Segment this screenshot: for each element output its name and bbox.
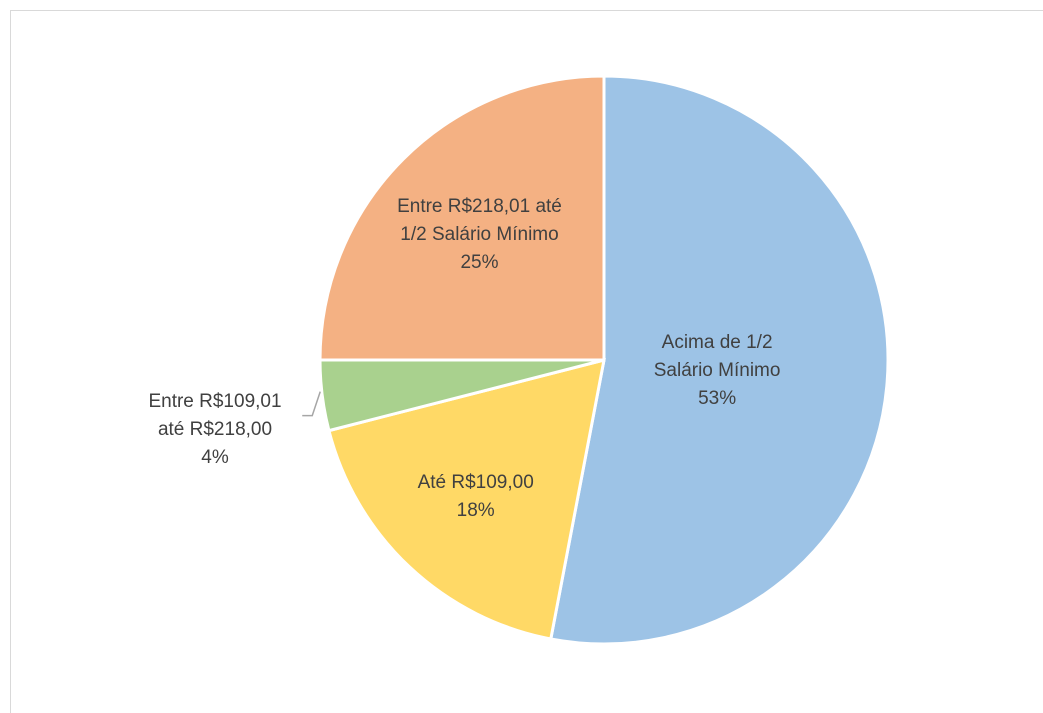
value-label: 53%: [698, 387, 737, 409]
category-label: Acima de 1/2 Salário Mínimo: [653, 331, 781, 381]
leader-line: [302, 391, 321, 417]
category-label: Entre R$109,01 até R$218,00: [148, 391, 282, 440]
pie-slice: [318, 74, 606, 362]
data-label: Entre R$109,01 até R$218,00 4%: [135, 388, 295, 472]
data-label: Entre R$218,01 até 1/2 Salário Mínimo 25%: [387, 193, 572, 277]
value-label: 18%: [456, 499, 495, 521]
value-label: 4%: [201, 447, 229, 468]
value-label: 25%: [460, 252, 499, 274]
data-label: Acima de 1/2 Salário Mínimo 53%: [630, 329, 805, 413]
pie-slice: [549, 74, 890, 646]
category-label: Entre R$218,01 até 1/2 Salário Mínimo: [397, 196, 562, 246]
category-label: Até R$109,00: [417, 471, 534, 493]
pie-slice: [327, 357, 606, 641]
data-label: Até R$109,00 18%: [391, 469, 561, 525]
